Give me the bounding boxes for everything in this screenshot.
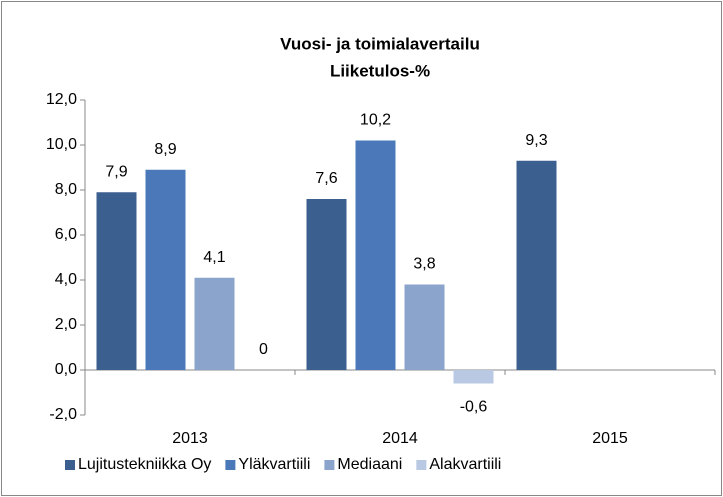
data-label: 9,3	[525, 132, 547, 149]
legend-label: Alakvartiili	[429, 456, 501, 473]
bar	[404, 284, 445, 370]
legend-label: Mediaani	[337, 456, 402, 473]
data-label: 7,6	[315, 170, 337, 187]
y-tick-label: 0,0	[55, 361, 77, 378]
legend-swatch	[65, 460, 75, 470]
y-tick-label: 10,0	[46, 136, 77, 153]
bar	[96, 192, 137, 370]
y-tick-label: -2,0	[49, 406, 77, 423]
y-tick-label: 6,0	[55, 226, 77, 243]
data-label: 3,8	[413, 256, 435, 273]
bar	[453, 370, 494, 384]
bar	[355, 140, 396, 370]
data-label: 0	[259, 341, 268, 358]
y-tick-label: 4,0	[55, 271, 77, 288]
data-label: 10,2	[360, 112, 391, 129]
bar	[145, 169, 186, 370]
bar	[516, 160, 557, 370]
x-tick-label: 2015	[592, 430, 628, 447]
y-tick-label: 12,0	[46, 91, 77, 108]
y-tick-label: 2,0	[55, 316, 77, 333]
legend-label: Lujitustekniikka Oy	[78, 456, 211, 473]
chart-subtitle: Liiketulos-%	[330, 61, 430, 80]
y-tick-label: 8,0	[55, 181, 77, 198]
bar	[306, 199, 347, 370]
x-tick-label: 2014	[382, 430, 418, 447]
x-tick-label: 2013	[172, 430, 208, 447]
legend-swatch	[225, 460, 236, 470]
chart-title: Vuosi- ja toimialavertailu	[280, 34, 480, 53]
legend-swatch	[416, 460, 427, 470]
data-label: 8,9	[154, 141, 176, 158]
data-label: -0,6	[460, 399, 488, 416]
legend-swatch	[324, 460, 335, 470]
data-label: 4,1	[203, 249, 225, 266]
data-label: 7,9	[105, 163, 127, 180]
bar	[194, 277, 235, 370]
legend-label: Yläkvartiili	[238, 456, 310, 473]
